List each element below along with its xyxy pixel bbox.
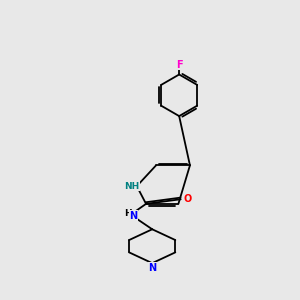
Text: H: H [124, 209, 132, 218]
Text: N: N [129, 211, 137, 220]
Text: NH: NH [124, 182, 140, 191]
Text: O: O [184, 194, 192, 204]
Text: N: N [148, 263, 156, 273]
Text: F: F [176, 60, 182, 70]
